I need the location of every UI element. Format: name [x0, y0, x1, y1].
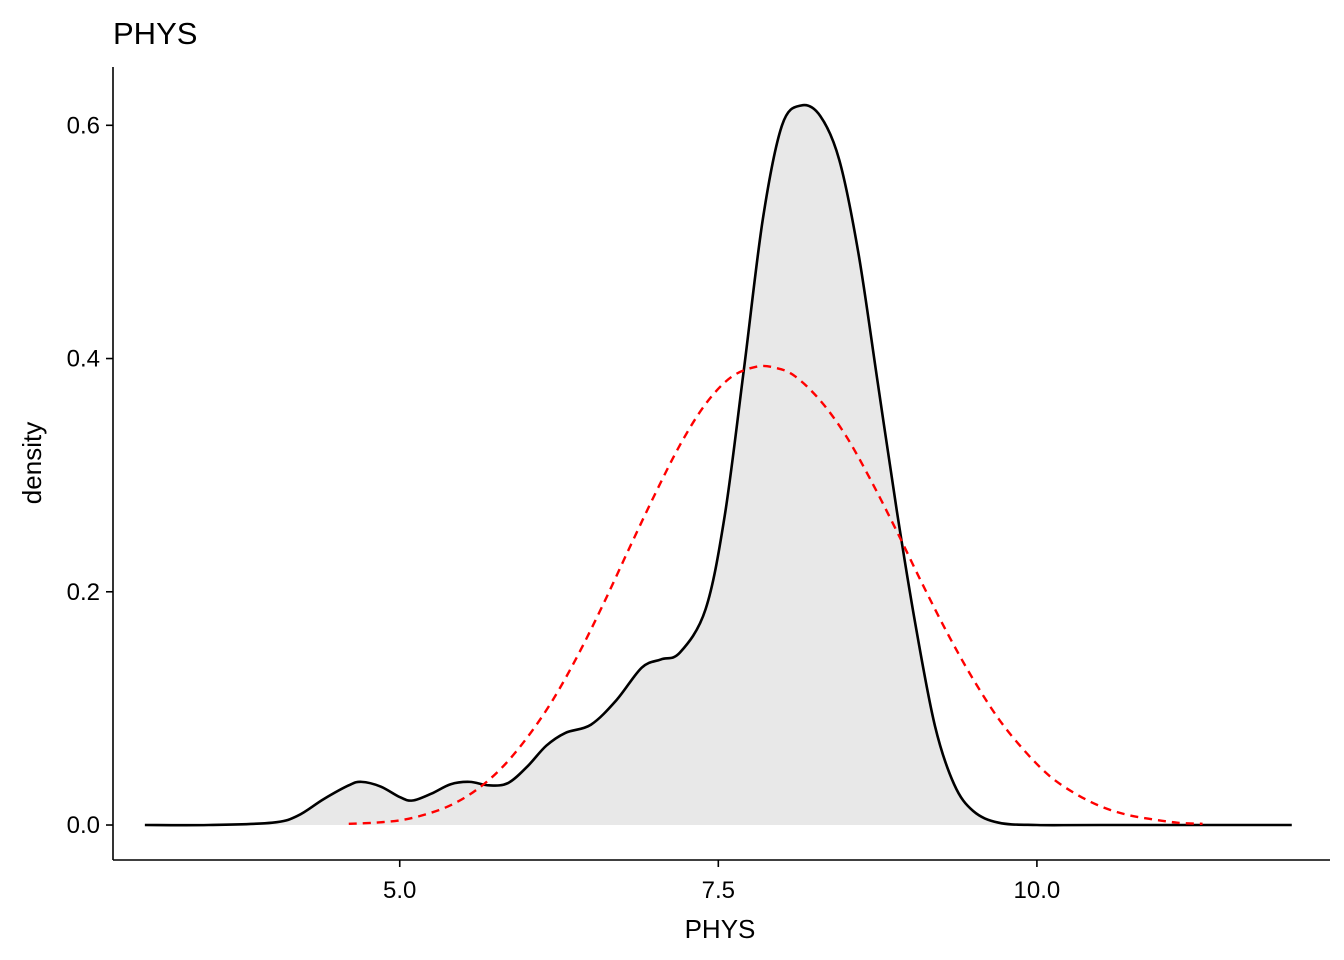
x-ticks: 5.0 7.5 10.0: [383, 860, 1060, 904]
y-axis-title: density: [17, 422, 47, 504]
y-tick-label: 0.4: [67, 346, 100, 373]
y-tick-label: 0.2: [67, 579, 100, 606]
y-ticks: 0.0 0.2 0.4 0.6: [67, 112, 113, 839]
density-curve: [144, 103, 1292, 827]
x-tick-label: 5.0: [383, 877, 416, 904]
x-tick-label: 7.5: [702, 877, 735, 904]
axes-layer: [112, 67, 1330, 861]
x-tick-label: 10.0: [1014, 877, 1061, 904]
chart-title: PHYS: [113, 16, 197, 51]
series-layer: [144, 103, 1292, 827]
x-axis-title: PHYS: [685, 914, 756, 944]
normal-curve: [348, 364, 1203, 826]
density-area: [144, 105, 1292, 826]
y-tick-label: 0.0: [67, 812, 100, 839]
y-tick-label: 0.6: [67, 112, 100, 139]
